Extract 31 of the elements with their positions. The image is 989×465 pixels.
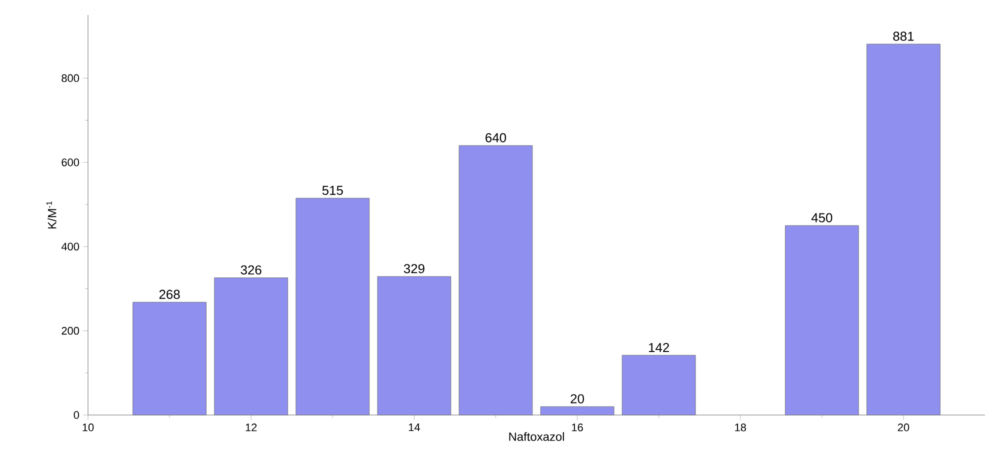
bar: [784, 225, 859, 416]
bar: [540, 406, 614, 416]
x-tick-label: 18: [735, 424, 746, 432]
x-tick-label: 20: [898, 424, 910, 432]
bar: [458, 145, 533, 416]
data-label: 881: [893, 32, 914, 41]
data-label: 515: [322, 186, 343, 195]
x-axis-title: Naftoxazol: [509, 432, 564, 441]
data-label: 450: [811, 213, 832, 222]
data-label: 268: [159, 290, 180, 299]
y-tick-label: 600: [62, 158, 80, 166]
data-label: 640: [486, 133, 506, 142]
bar: [377, 276, 452, 416]
y-tick-label: 0: [74, 411, 80, 419]
bar: [214, 277, 288, 416]
bar: [296, 198, 370, 416]
y-axis-title: K/M$^{-1}$: [46, 201, 56, 228]
y-tick-label: 400: [61, 242, 80, 250]
x-tick-label: 14: [408, 424, 420, 432]
data-label: 326: [240, 265, 262, 275]
data-label: 142: [649, 342, 669, 352]
x-tick-label: 12: [246, 424, 257, 432]
bar: [132, 302, 206, 416]
data-label: 329: [404, 264, 424, 274]
bar: [622, 354, 696, 416]
data-label: 20: [570, 394, 584, 404]
y-tick-label: 800: [62, 74, 80, 82]
bar: [866, 44, 940, 416]
y-tick-label: 200: [62, 326, 80, 335]
x-tick-label: 10: [82, 424, 94, 432]
x-tick-label: 16: [572, 424, 583, 432]
